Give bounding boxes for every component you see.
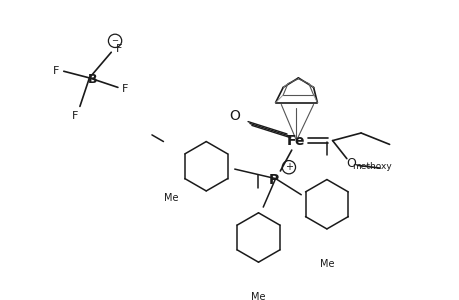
- Text: O: O: [229, 109, 240, 123]
- Text: F: F: [115, 44, 122, 54]
- Text: Me: Me: [251, 292, 265, 300]
- Text: Me: Me: [319, 259, 333, 269]
- Text: B: B: [87, 73, 97, 86]
- Text: methoxy: methoxy: [352, 162, 392, 171]
- Text: Me: Me: [163, 193, 178, 202]
- Text: methyl: methyl: [365, 165, 370, 166]
- Text: −: −: [112, 36, 118, 45]
- Text: F: F: [122, 84, 129, 94]
- Text: P: P: [268, 173, 278, 188]
- Text: +: +: [284, 162, 292, 172]
- Text: O: O: [346, 157, 356, 170]
- Text: F: F: [53, 66, 59, 76]
- Text: F: F: [72, 111, 78, 121]
- Text: Fe: Fe: [286, 134, 305, 148]
